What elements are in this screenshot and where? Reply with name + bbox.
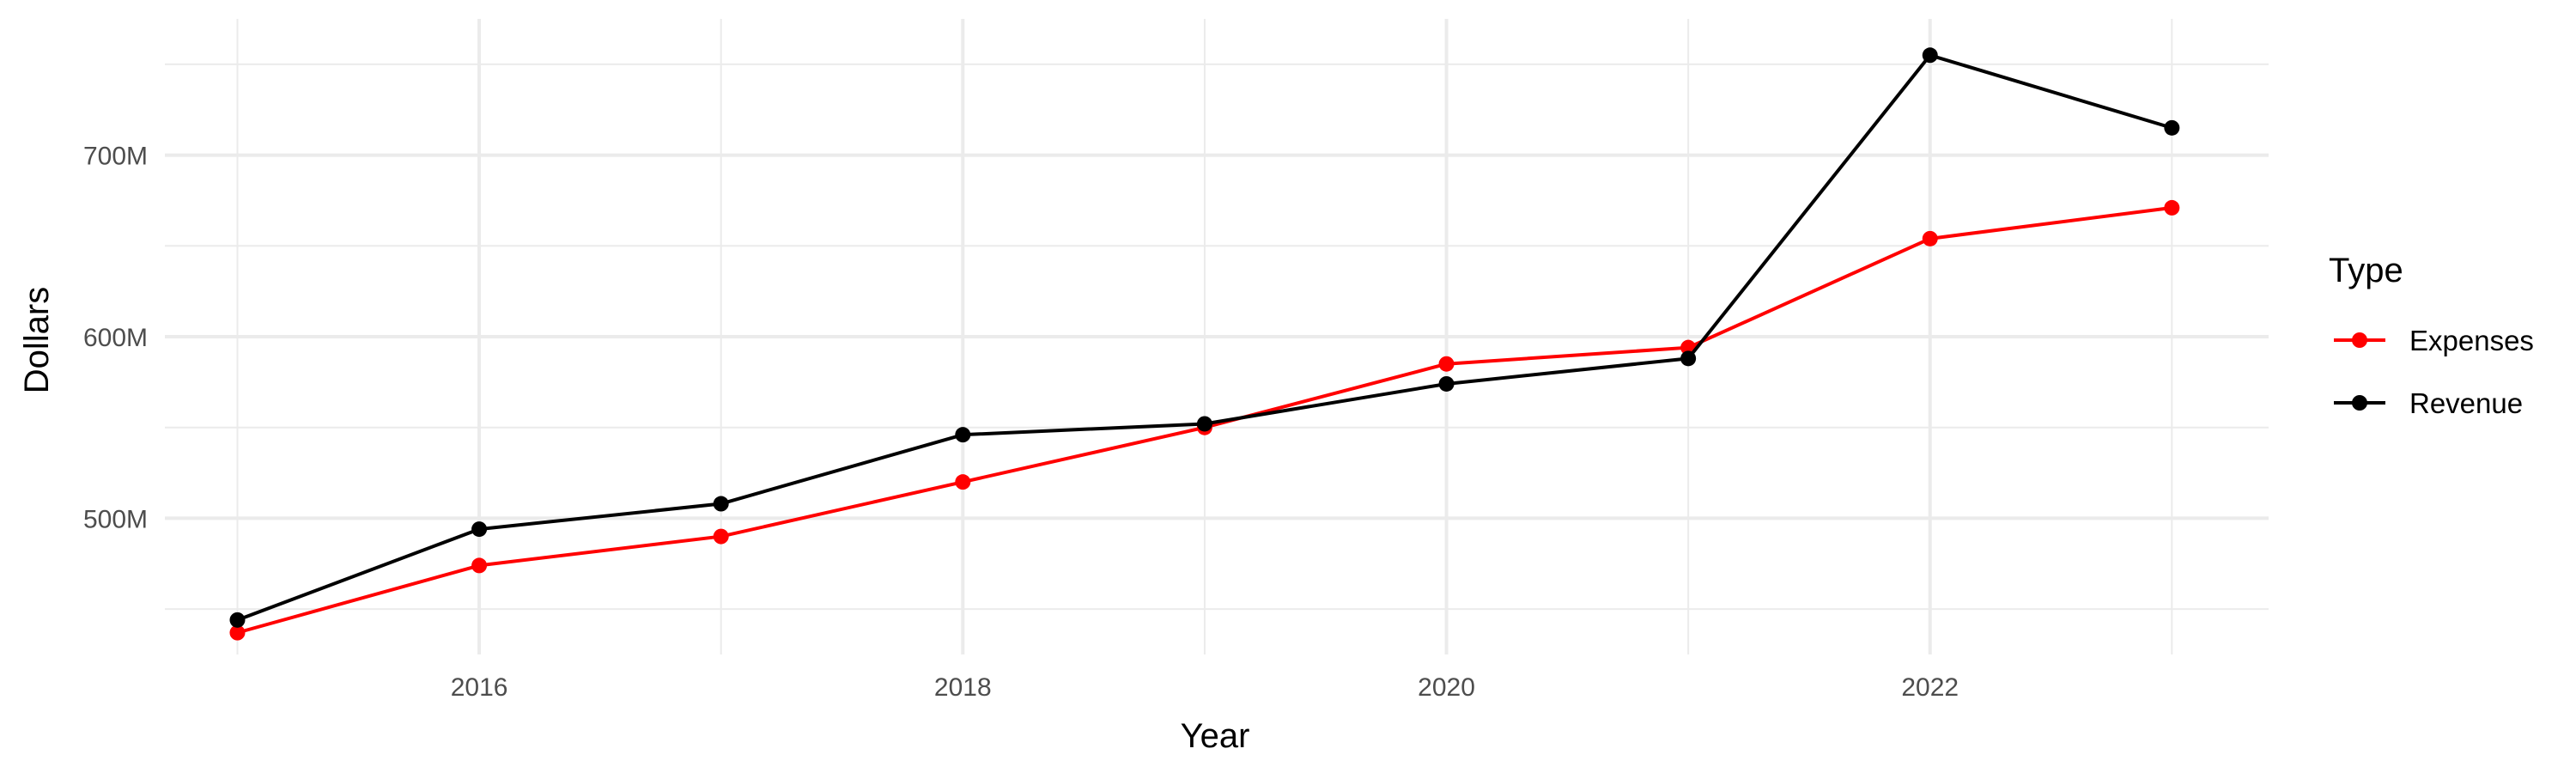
x-tick-label: 2018 [934,673,992,702]
data-point-revenue [229,612,246,628]
legend-title: Type [2329,252,2403,289]
x-tick-label: 2016 [451,673,508,702]
x-axis-title: Year [1181,717,1250,755]
legend: Type Expenses Revenue [2329,252,2534,419]
data-point-revenue [1196,416,1212,432]
data-point-revenue [2164,119,2180,136]
data-point-expenses [2164,199,2180,216]
tick-labels: 2016 2018 2020 2022 500M 600M 700M [83,143,1959,702]
data-point-revenue [1680,350,1697,367]
data-point-expenses [471,557,488,574]
legend-key-point-revenue [2352,395,2367,411]
data-point-expenses [229,624,246,641]
major-gridlines [165,19,2269,654]
data-point-revenue [955,427,971,443]
data-point-revenue [1922,47,1938,64]
legend-key-point-expenses [2352,332,2367,348]
x-tick-label: 2022 [1901,673,1959,702]
y-tick-label: 600M [83,324,148,352]
legend-label-expenses: Expenses [2409,325,2534,356]
series-layer [229,47,2180,641]
data-point-expenses [1922,230,1938,247]
data-point-revenue [471,521,488,538]
y-axis-title: Dollars [18,287,56,393]
data-point-expenses [713,528,729,545]
data-point-expenses [955,474,971,490]
y-tick-label: 500M [83,505,148,533]
data-point-revenue [1438,375,1455,392]
y-tick-label: 700M [83,143,148,171]
x-tick-label: 2020 [1418,673,1475,702]
data-point-expenses [1438,356,1455,372]
data-point-revenue [713,496,729,512]
legend-label-revenue: Revenue [2409,387,2523,419]
